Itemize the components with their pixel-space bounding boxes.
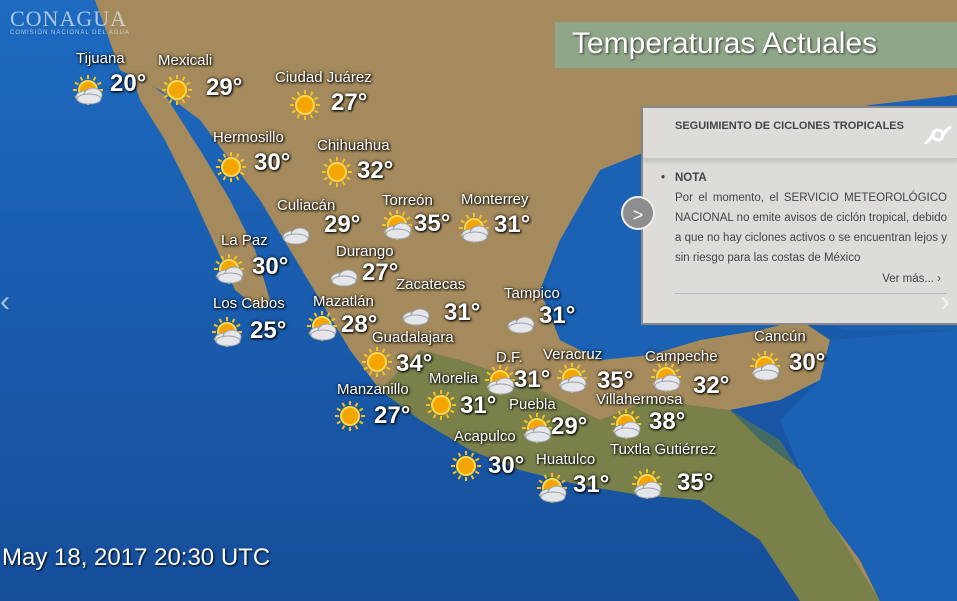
city-label: Monterrey bbox=[461, 191, 529, 208]
carousel-next-arrow[interactable]: › bbox=[940, 285, 950, 318]
city-temperature: 30° bbox=[254, 149, 291, 176]
toggle-panel-button[interactable]: > bbox=[621, 196, 655, 230]
city-temperature: 31° bbox=[494, 211, 531, 238]
see-more-link[interactable]: Ver más... › bbox=[675, 269, 947, 294]
sunny-icon bbox=[162, 75, 192, 105]
sunny-icon bbox=[322, 157, 352, 187]
city-label: Culiacán bbox=[277, 197, 336, 214]
cloudy-icon bbox=[507, 316, 535, 334]
city-temperature: 31° bbox=[539, 302, 576, 329]
carousel-prev-arrow[interactable]: ‹ bbox=[0, 285, 10, 318]
city-temperature: 34° bbox=[396, 350, 433, 377]
cloudy-icon bbox=[330, 269, 358, 287]
city-label: Tijuana bbox=[76, 50, 125, 67]
partly-cloudy-icon bbox=[557, 363, 587, 393]
partly-cloudy-icon bbox=[537, 473, 567, 503]
city-label: Zacatecas bbox=[396, 276, 466, 293]
page-title: Temperaturas Actuales bbox=[572, 27, 878, 60]
partly-cloudy-icon bbox=[459, 213, 489, 243]
partly-cloudy-icon bbox=[485, 365, 515, 395]
city-label: Cancún bbox=[754, 328, 806, 345]
cyclone-note: NOTA Por el momento, el SERVICIO METEORO… bbox=[661, 168, 947, 294]
land-baja-california bbox=[130, 70, 270, 310]
timestamp: May 18, 2017 20:30 UTC bbox=[2, 544, 271, 571]
city-temperature: 25° bbox=[250, 317, 287, 344]
city-label: Manzanillo bbox=[337, 381, 409, 398]
city-label: Durango bbox=[336, 243, 394, 260]
city-label: Tuxtla Gutiérrez bbox=[610, 441, 717, 458]
city-temperature: 35° bbox=[597, 367, 634, 394]
city-temperature: 27° bbox=[362, 259, 399, 286]
city-temperature: 27° bbox=[331, 89, 368, 116]
city-temperature: 30° bbox=[789, 349, 826, 376]
city-label: Morelia bbox=[429, 370, 479, 387]
city-label: Hermosillo bbox=[213, 129, 284, 146]
cyclone-panel-header: SEGUIMIENTO DE CICLONES TROPICALES bbox=[643, 108, 957, 159]
city-label: Tampico bbox=[504, 285, 560, 302]
sunny-icon bbox=[290, 90, 320, 120]
cyclone-icon bbox=[923, 126, 953, 144]
cyclone-panel: SEGUIMIENTO DE CICLONES TROPICALES NOTA … bbox=[641, 106, 957, 325]
sunny-icon bbox=[426, 390, 456, 420]
city-label: Veracruz bbox=[543, 346, 603, 363]
city-temperature: 30° bbox=[252, 253, 289, 280]
cloudy-icon bbox=[282, 227, 310, 245]
city-label: Los Cabos bbox=[213, 295, 285, 312]
partly-cloudy-icon bbox=[214, 254, 244, 284]
city-label: Mexicali bbox=[158, 52, 213, 69]
city-temperature: 38° bbox=[649, 408, 686, 435]
city-label: Torreón bbox=[382, 192, 433, 209]
partly-cloudy-icon bbox=[212, 317, 242, 347]
cyclone-panel-title: SEGUIMIENTO DE CICLONES TROPICALES bbox=[675, 120, 904, 132]
partly-cloudy-icon bbox=[522, 413, 552, 443]
sunny-icon bbox=[451, 451, 481, 481]
partly-cloudy-icon bbox=[632, 469, 662, 499]
sunny-icon bbox=[335, 401, 365, 431]
title-band bbox=[555, 22, 957, 68]
city-temperature: 31° bbox=[573, 471, 610, 498]
city-label: Ciudad Juárez bbox=[275, 69, 372, 86]
city-temperature: 30° bbox=[488, 452, 525, 479]
conagua-logo: CONAGUA COMISIÓN NACIONAL DEL AGUA bbox=[10, 6, 130, 36]
note-text: Por el momento, el SERVICIO METEOROLÓGIC… bbox=[675, 192, 947, 264]
city-label: Guadalajara bbox=[372, 329, 454, 346]
partly-cloudy-icon bbox=[611, 409, 641, 439]
city-temperature: 31° bbox=[444, 299, 481, 326]
note-heading: NOTA bbox=[661, 168, 947, 188]
city-label: D.F. bbox=[496, 349, 523, 366]
cloudy-icon bbox=[402, 308, 430, 326]
city-temperature: 29° bbox=[551, 413, 588, 440]
city-temperature: 20° bbox=[110, 70, 147, 97]
city-label: Acapulco bbox=[454, 428, 516, 445]
city-temperature: 35° bbox=[414, 210, 451, 237]
city-label: Campeche bbox=[645, 348, 718, 365]
city-label: Puebla bbox=[509, 396, 556, 413]
sunny-icon bbox=[216, 152, 246, 182]
city-temperature: 35° bbox=[677, 469, 714, 496]
sunny-icon bbox=[362, 347, 392, 377]
city-temperature: 29° bbox=[206, 74, 243, 101]
city-label: Mazatlán bbox=[313, 293, 374, 310]
city-label: La Paz bbox=[221, 232, 268, 249]
city-temperature: 31° bbox=[460, 392, 497, 419]
city-temperature: 31° bbox=[514, 366, 551, 393]
city-temperature: 29° bbox=[324, 211, 361, 238]
partly-cloudy-icon bbox=[73, 75, 103, 105]
city-temperature: 27° bbox=[374, 402, 411, 429]
city-label: Huatulco bbox=[536, 451, 596, 468]
caribbean bbox=[780, 330, 957, 601]
partly-cloudy-icon bbox=[307, 311, 337, 341]
city-temperature: 32° bbox=[693, 372, 730, 399]
partly-cloudy-icon bbox=[750, 351, 780, 381]
city-temperature: 28° bbox=[341, 311, 378, 338]
city-label: Villahermosa bbox=[596, 391, 683, 408]
partly-cloudy-icon bbox=[651, 362, 681, 392]
city-label: Chihuahua bbox=[317, 137, 390, 154]
city-temperature: 32° bbox=[357, 157, 394, 184]
partly-cloudy-icon bbox=[382, 210, 412, 240]
